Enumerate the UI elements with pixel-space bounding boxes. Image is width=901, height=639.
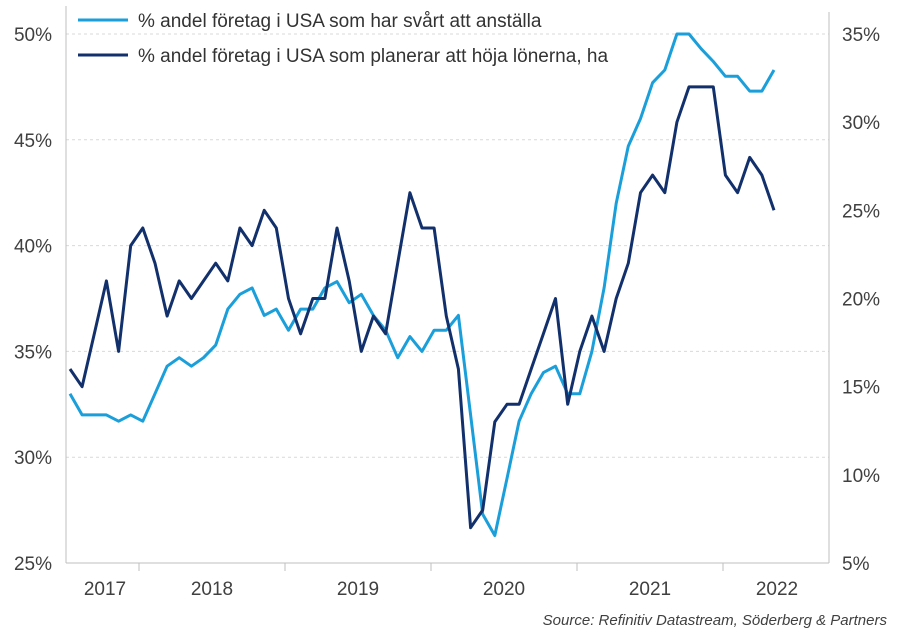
left-tick-label: 30%: [14, 448, 52, 469]
right-tick-label: 10%: [842, 466, 880, 487]
series-line-1: [68, 32, 776, 537]
left-tick-label: 40%: [14, 237, 52, 258]
x-tick-label: 2017: [84, 579, 126, 600]
left-y-axis: 25% 30% 35% 40% 45% 50%: [14, 25, 52, 575]
left-tick-label: 25%: [14, 554, 52, 575]
right-tick-label: 25%: [842, 201, 880, 222]
x-tick-label: 2021: [629, 579, 671, 600]
right-tick-label: 35%: [842, 25, 880, 46]
x-tick-label: 2020: [483, 579, 525, 600]
right-tick-label: 5%: [842, 554, 870, 575]
left-tick-label: 50%: [14, 25, 52, 46]
series-lines: [68, 32, 776, 537]
left-tick-label: 35%: [14, 342, 52, 363]
series-line-2: [68, 85, 776, 530]
right-tick-label: 15%: [842, 378, 880, 399]
right-tick-label: 30%: [842, 113, 880, 134]
legend-label-2: % andel företag i USA som planerar att h…: [138, 46, 608, 67]
x-tick-label: 2022: [756, 579, 798, 600]
x-axis: 2017 2018 2019 2020 2021 2022: [84, 563, 798, 600]
legend: % andel företag i USA som har svårt att …: [78, 11, 608, 67]
x-tick-label: 2019: [337, 579, 379, 600]
left-tick-label: 45%: [14, 131, 52, 152]
x-tick-label: 2018: [191, 579, 233, 600]
gridlines: [65, 6, 830, 564]
right-tick-label: 20%: [842, 290, 880, 311]
legend-label-1: % andel företag i USA som har svårt att …: [138, 11, 542, 32]
right-y-axis: 5% 10% 15% 20% 25% 30% 35%: [842, 25, 880, 575]
source-note: Source: Refinitiv Datastream, Söderberg …: [542, 612, 887, 629]
